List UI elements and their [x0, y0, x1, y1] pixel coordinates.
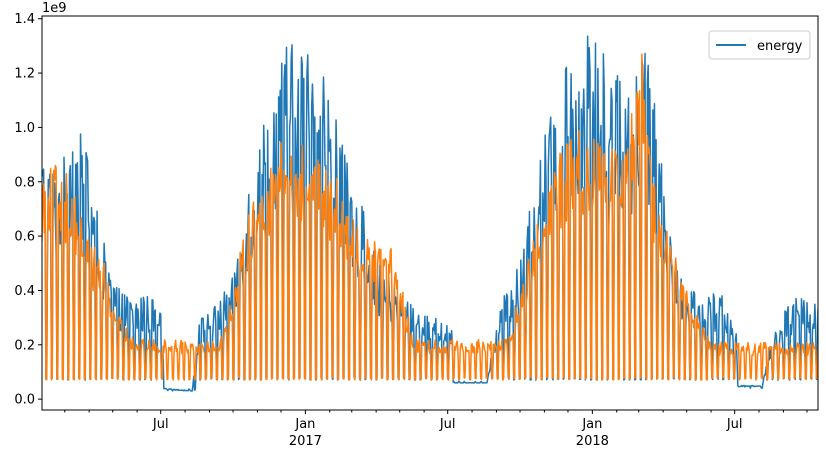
plot-frame [41, 15, 819, 411]
y-tick-label: 0.0 [14, 393, 35, 408]
x-tick-label: Jan [581, 417, 602, 432]
x-tick-label: Jul [439, 417, 456, 432]
legend: energy [708, 30, 811, 60]
y-tick-label: 0.4 [14, 284, 35, 299]
y-tick-label: 0.6 [14, 230, 35, 245]
x-tick-label: Jan [294, 417, 315, 432]
legend-label-energy: energy [757, 39, 803, 54]
series-layer [42, 35, 818, 392]
legend-box [708, 30, 811, 60]
y-axis: 0.0 0.2 0.4 0.6 0.8 1.0 1.2 1.4 [14, 12, 42, 408]
x-axis: Jul Jan 2017 Jul Jan 2018 Jul [64, 410, 808, 449]
y-tick-label: 1.4 [14, 12, 35, 27]
y-tick-label: 0.8 [14, 175, 35, 190]
x-tick-year-label: 2018 [576, 434, 609, 449]
y-tick-label: 1.2 [14, 67, 35, 82]
y-offset-label: 1e9 [42, 1, 67, 16]
series-line-series-1 [42, 53, 818, 381]
x-tick-label: Jul [152, 417, 169, 432]
y-tick-label: 0.2 [14, 338, 35, 353]
x-tick-year-label: 2017 [289, 434, 322, 449]
x-tick-label: Jul [726, 417, 743, 432]
y-tick-label: 1.0 [14, 121, 35, 136]
